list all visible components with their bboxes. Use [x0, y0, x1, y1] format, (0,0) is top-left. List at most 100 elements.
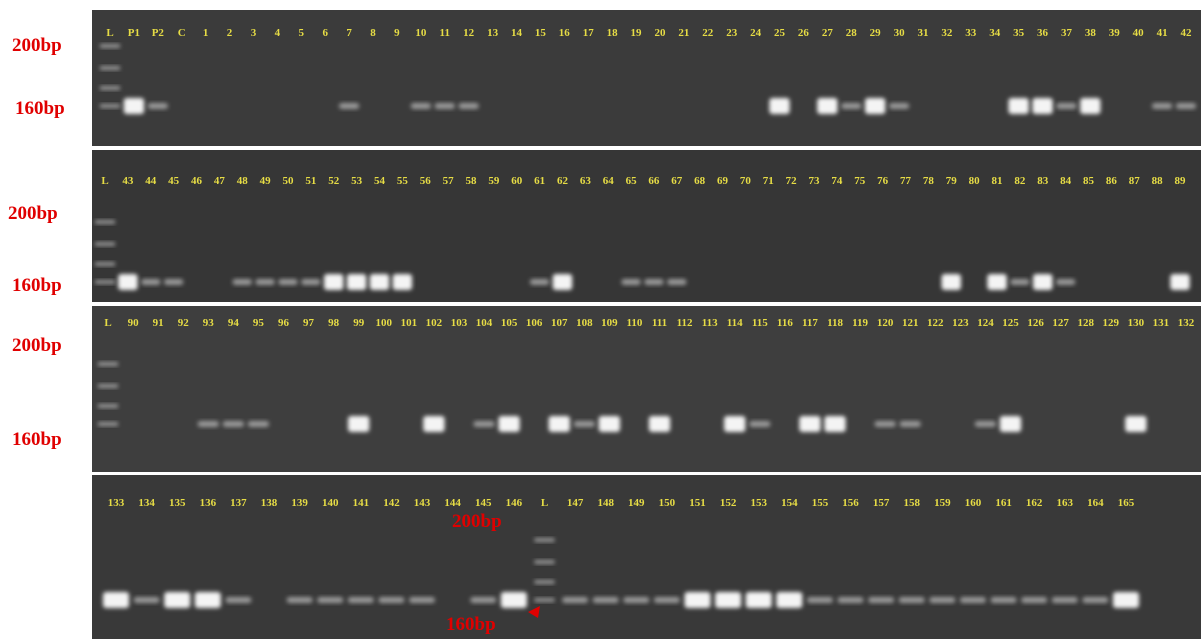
lane-label: 86 [1106, 175, 1118, 187]
lane-label: 29 [870, 27, 882, 39]
lane-label: 103 [451, 317, 468, 329]
lane-label: 147 [567, 497, 584, 509]
lane-label: 25 [774, 27, 786, 39]
dna-band [1176, 103, 1196, 109]
lane-label: 9 [394, 27, 400, 39]
lane-label: 87 [1129, 175, 1141, 187]
dna-band [942, 274, 961, 290]
ladder-band [98, 384, 118, 388]
lane-label: 139 [291, 497, 308, 509]
lane-label: 140 [322, 497, 339, 509]
dna-band [411, 103, 431, 109]
size-marker-label: 200bp [452, 511, 502, 532]
size-marker-label: 200bp [8, 203, 58, 224]
dna-band [103, 592, 129, 608]
dna-band [1113, 592, 1139, 608]
dna-band [1056, 279, 1075, 285]
dna-band [593, 597, 619, 603]
dna-band [746, 592, 772, 608]
lane-label: 128 [1077, 317, 1094, 329]
dna-band [865, 98, 885, 114]
lane-label: 39 [1109, 27, 1121, 39]
lane-label: 101 [401, 317, 418, 329]
dna-band [685, 592, 711, 608]
dna-band [868, 597, 894, 603]
lane-label: 153 [750, 497, 767, 509]
size-marker-label: 200bp [12, 35, 62, 56]
lane-label: 20 [654, 27, 666, 39]
lane-label: 133 [108, 497, 125, 509]
ladder-band [95, 280, 115, 284]
lane-label: 52 [328, 175, 340, 187]
ladder-band [95, 242, 115, 246]
dna-band [776, 592, 802, 608]
lane-label: 105 [501, 317, 518, 329]
lane-label: L [541, 497, 548, 509]
size-marker-label: 160bp [15, 98, 65, 119]
lane-label: 131 [1153, 317, 1170, 329]
ladder-band [98, 362, 118, 366]
lane-label: 152 [720, 497, 737, 509]
lane-label: 18 [607, 27, 619, 39]
lane-label: 4 [275, 27, 281, 39]
lane-label: 33 [965, 27, 977, 39]
dna-band [987, 274, 1006, 290]
lane-label: 48 [237, 175, 249, 187]
dna-band [900, 421, 921, 427]
lane-label: 85 [1083, 175, 1095, 187]
lane-label: 56 [420, 175, 432, 187]
dna-band [929, 597, 955, 603]
dna-band [654, 597, 680, 603]
lane-label: 96 [278, 317, 290, 329]
lane-label: 63 [580, 175, 592, 187]
lane-label: 24 [750, 27, 762, 39]
dna-band [148, 103, 168, 109]
dna-band [975, 421, 996, 427]
lane-label: 30 [894, 27, 906, 39]
lane-label: 91 [153, 317, 164, 329]
lane-label: 11 [440, 27, 450, 39]
lane-label: 125 [1002, 317, 1019, 329]
lane-label: 148 [597, 497, 614, 509]
dna-band [1152, 103, 1172, 109]
dna-band [339, 103, 359, 109]
lane-label: 59 [488, 175, 500, 187]
lane-label: 82 [1014, 175, 1026, 187]
lane-label: 2 [227, 27, 233, 39]
dna-band [435, 103, 455, 109]
lane-label: 45 [168, 175, 180, 187]
lane-label: P1 [128, 27, 140, 39]
gel-figure: LP1P2C1234567891011121314151617181920212… [0, 0, 1201, 639]
lane-label: L [106, 27, 113, 39]
lane-label: 143 [414, 497, 431, 509]
dna-band [1125, 416, 1146, 432]
lane-label: L [104, 317, 111, 329]
lane-label: 55 [397, 175, 409, 187]
lane-label: 41 [1157, 27, 1168, 39]
lane-label: 54 [374, 175, 386, 187]
lane-label: 22 [702, 27, 714, 39]
lane-label: 122 [927, 317, 944, 329]
lane-label: 23 [726, 27, 738, 39]
lane-label: 50 [282, 175, 294, 187]
dna-band [1033, 274, 1052, 290]
lane-label: 150 [659, 497, 676, 509]
lane-label: 1 [203, 27, 209, 39]
dna-band [347, 274, 366, 290]
lane-label: 28 [846, 27, 858, 39]
dna-band [501, 592, 527, 608]
lane-label: 12 [463, 27, 475, 39]
dna-band [1170, 274, 1189, 290]
lane-label: 141 [353, 497, 370, 509]
lane-label: 116 [777, 317, 793, 329]
lane-label: 158 [904, 497, 921, 509]
lane-label: 75 [854, 175, 866, 187]
lane-label: 134 [138, 497, 155, 509]
dna-band [749, 421, 770, 427]
dna-band [348, 597, 374, 603]
dna-band [134, 597, 160, 603]
lane-label: 73 [809, 175, 821, 187]
lane-label: 19 [631, 27, 643, 39]
lane-label: 44 [145, 175, 157, 187]
dna-band [378, 597, 404, 603]
